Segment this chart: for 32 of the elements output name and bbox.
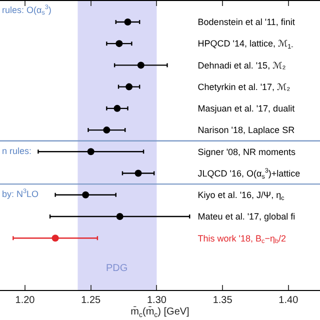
y-tick-label: Signer '08, NR moments	[198, 146, 296, 157]
point	[116, 40, 123, 48]
y-tick-label: Chetyrkin et al. '17, ℳ₂	[198, 82, 291, 92]
x-axis-title: m̄$_{c}$(m̄$_{c}$) [GeV]	[130, 306, 190, 319]
x-tick-label: 1.25	[81, 295, 102, 306]
y-tick-label: Bodenstein et al '11, finit	[198, 17, 296, 28]
annotation: n rules:	[2, 146, 32, 156]
annotation: by: N$^{3}$LO	[2, 188, 39, 199]
y-tick-label: Masjuan et al. '17, dualit	[198, 104, 296, 114]
annotation: rules: O(α$_{s}$$^{3}$)	[2, 4, 52, 17]
y-tick-label: Kiyo et al. '16, J/Ψ, η$_{c}$	[198, 190, 284, 202]
point	[103, 126, 110, 134]
point	[82, 191, 90, 198]
x-tick-label: 1.35	[212, 295, 233, 306]
y-tick-label: HPQCD '14, lattice, ℳ$_{1-}$	[198, 38, 294, 51]
x-tick-label: 1.30	[146, 295, 167, 306]
band-label: PDG	[106, 263, 128, 274]
y-tick-label: This work '18, B$_{c}$−η$_{b}$/2	[198, 233, 286, 246]
y-tick-label: Dehnadi et al. '15, ℳ₂	[198, 60, 286, 70]
x-tick-label: 1.20	[15, 295, 36, 306]
point	[52, 234, 59, 242]
x-tick-label: 1.40	[278, 295, 299, 306]
y-tick-label: JLQCD '16, O(α$_{s}$$^{3}$)+lattice	[198, 168, 300, 180]
y-tick-label: Mateu et al. '17, global fi	[198, 212, 296, 222]
point	[114, 104, 121, 112]
y-tick-label: Narison '18, Laplace SR	[198, 125, 296, 136]
point	[134, 170, 142, 177]
point	[87, 148, 94, 156]
point	[137, 62, 144, 69]
point	[116, 213, 124, 220]
point	[124, 18, 132, 26]
point	[126, 83, 133, 90]
